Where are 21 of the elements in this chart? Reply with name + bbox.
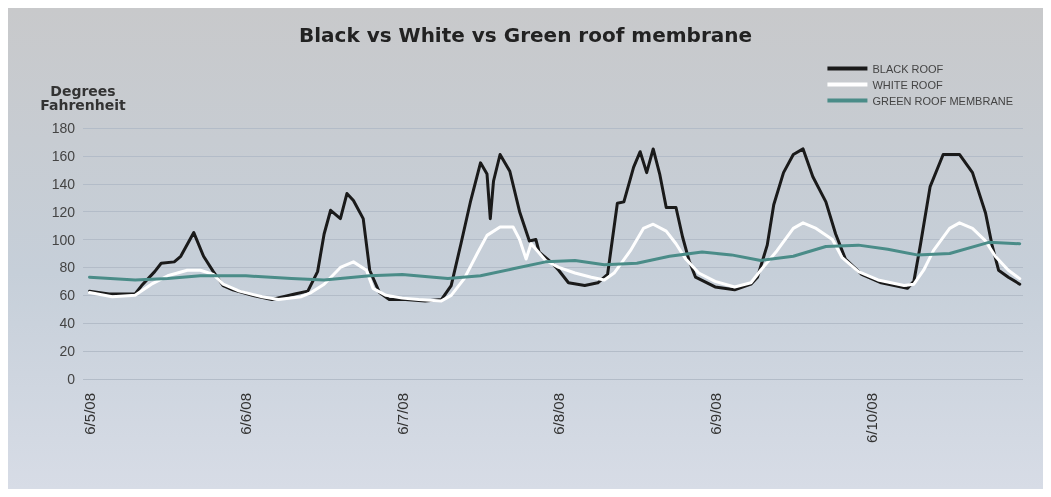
x-tick-label: 6/9/08 xyxy=(706,393,724,435)
y-tick-label: 60 xyxy=(59,287,76,304)
y-tick-label: 140 xyxy=(51,175,76,192)
y-tick-label: 120 xyxy=(51,203,76,220)
y-tick-label: 80 xyxy=(59,259,76,276)
x-tick-label: 6/10/08 xyxy=(862,393,880,444)
y-tick-label: 160 xyxy=(51,147,76,164)
y-tick-label: 100 xyxy=(51,231,76,248)
y-tick-label: 20 xyxy=(59,343,76,360)
y-tick-label: 180 xyxy=(51,120,76,136)
chart-title: Black vs White vs Green roof membrane xyxy=(298,23,753,47)
y-tick-label: 0 xyxy=(67,371,76,387)
legend-label: BLACK ROOF xyxy=(872,62,944,75)
x-tick-label: 6/8/08 xyxy=(550,393,568,435)
x-tick-label: 6/5/08 xyxy=(81,393,99,435)
y-tick-label: 40 xyxy=(59,315,76,332)
legend-label: GREEN ROOF MEMBRANE xyxy=(872,94,1014,107)
x-tick-label: 6/6/08 xyxy=(237,393,255,435)
x-tick-label: 6/7/08 xyxy=(393,393,411,435)
legend-label: WHITE ROOF xyxy=(872,78,943,91)
y-axis-title: Degrees Fahrenheit xyxy=(40,83,127,113)
